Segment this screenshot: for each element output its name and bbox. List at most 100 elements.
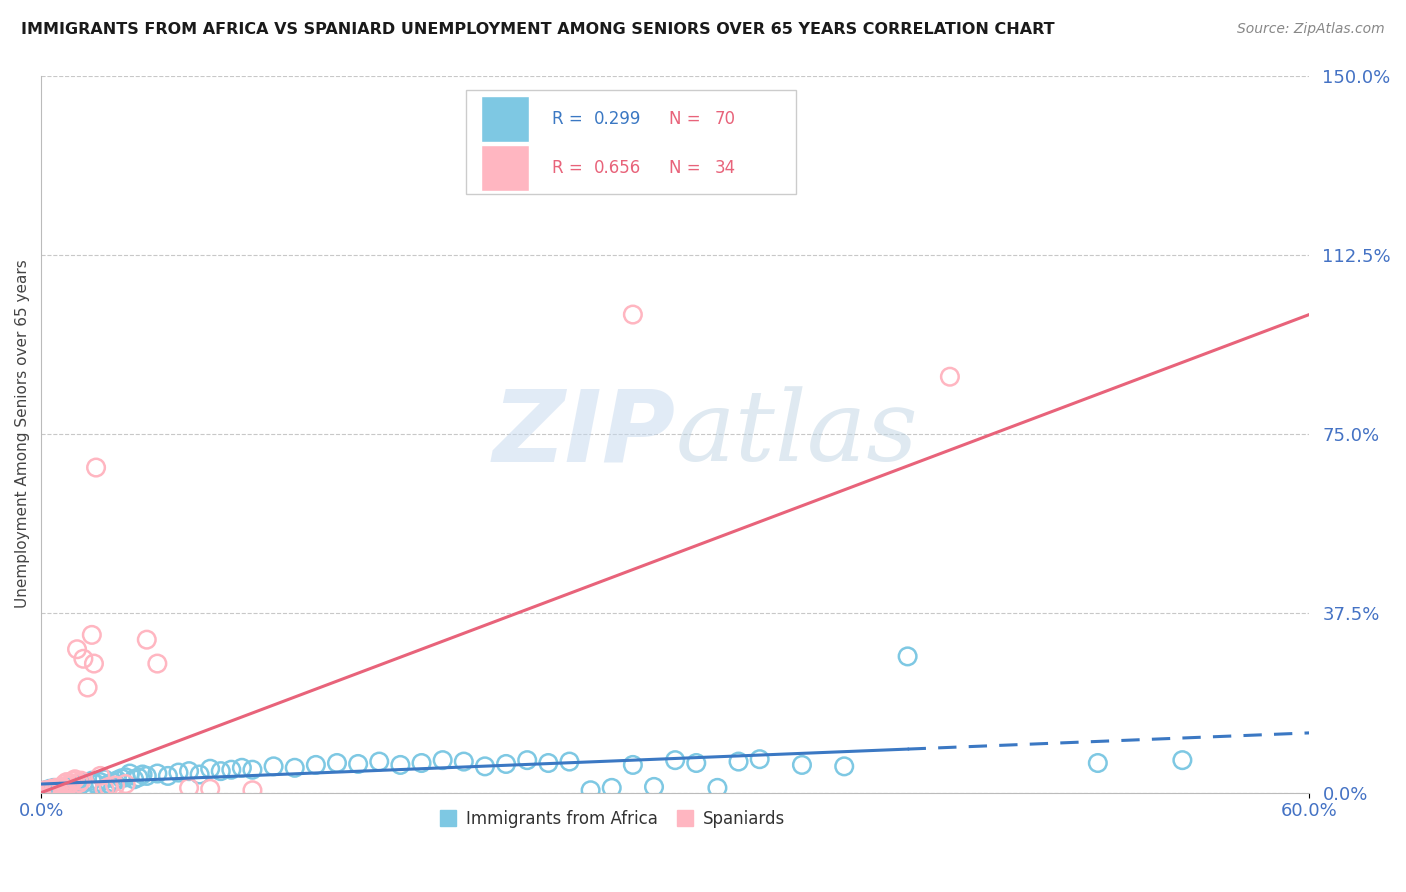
Point [34,783,56,797]
Text: N =: N = [669,110,706,128]
Point [49,781,72,796]
Point [58,779,80,793]
Point [89,769,111,783]
Text: R =: R = [553,110,588,128]
Point [664,753,686,767]
Point [93,781,115,796]
Point [167,765,190,780]
Point [558,755,581,769]
Point [63,772,86,787]
Point [368,755,391,769]
Point [84,777,107,791]
Point [1087,756,1109,770]
Text: 34: 34 [714,159,735,177]
Text: Source: ZipAtlas.com: Source: ZipAtlas.com [1237,22,1385,37]
Point [537,756,560,770]
Point [42,783,65,797]
Text: 0.299: 0.299 [593,110,641,128]
Point [53,782,76,797]
Point [198,781,221,796]
Point [72,776,94,790]
Point [221,763,243,777]
Point [63,782,86,797]
Point [58,781,80,796]
Point [939,369,962,384]
Point [188,767,211,781]
Point [80,628,103,642]
Point [579,783,602,797]
Point [101,775,124,789]
Point [67,776,90,790]
Text: atlas: atlas [675,386,918,482]
Point [104,779,127,793]
Point [97,777,120,791]
Point [114,770,136,784]
Point [55,775,77,789]
Point [389,758,412,772]
Point [37,784,59,798]
Point [516,753,538,767]
Point [453,755,475,769]
Point [177,780,200,795]
Point [135,769,157,783]
Point [263,759,285,773]
Legend: Immigrants from Africa, Spaniards: Immigrants from Africa, Spaniards [432,803,792,835]
Point [411,756,433,770]
Point [59,776,82,790]
Point [284,761,307,775]
Point [93,772,115,787]
Point [146,766,169,780]
Point [1171,753,1194,767]
Point [177,764,200,779]
Text: N =: N = [669,159,706,177]
Point [76,681,98,695]
Point [242,783,264,797]
Point [80,773,103,788]
Point [41,781,63,796]
Point [62,780,84,795]
Point [72,652,94,666]
Point [34,783,56,797]
Point [89,775,111,789]
Point [748,752,770,766]
Point [110,772,132,786]
Point [84,460,107,475]
Point [41,783,63,797]
Bar [481,145,529,191]
Point [37,784,59,798]
Point [131,767,153,781]
Point [53,777,76,791]
Point [156,769,179,783]
Point [621,758,644,772]
Text: 0.656: 0.656 [593,159,641,177]
Point [114,777,136,791]
Point [643,780,665,794]
Point [45,783,67,797]
Point [127,770,149,784]
Point [45,780,67,795]
Point [146,657,169,671]
Point [209,764,232,779]
Point [51,782,73,797]
Point [621,308,644,322]
Point [474,759,496,773]
Point [76,779,98,793]
FancyBboxPatch shape [465,90,796,194]
Point [46,781,69,796]
Text: R =: R = [553,159,588,177]
Point [495,756,517,771]
Point [347,756,370,771]
Point [122,772,145,787]
Point [42,780,65,795]
Point [118,766,141,780]
Text: IMMIGRANTS FROM AFRICA VS SPANIARD UNEMPLOYMENT AMONG SENIORS OVER 65 YEARS CORR: IMMIGRANTS FROM AFRICA VS SPANIARD UNEMP… [21,22,1054,37]
Point [685,756,707,770]
Text: 70: 70 [714,110,735,128]
Point [242,763,264,777]
Point [432,753,454,767]
Point [231,761,253,775]
Text: ZIP: ZIP [492,385,675,483]
Y-axis label: Unemployment Among Seniors over 65 years: Unemployment Among Seniors over 65 years [15,260,30,608]
Point [97,780,120,794]
Point [727,755,749,769]
